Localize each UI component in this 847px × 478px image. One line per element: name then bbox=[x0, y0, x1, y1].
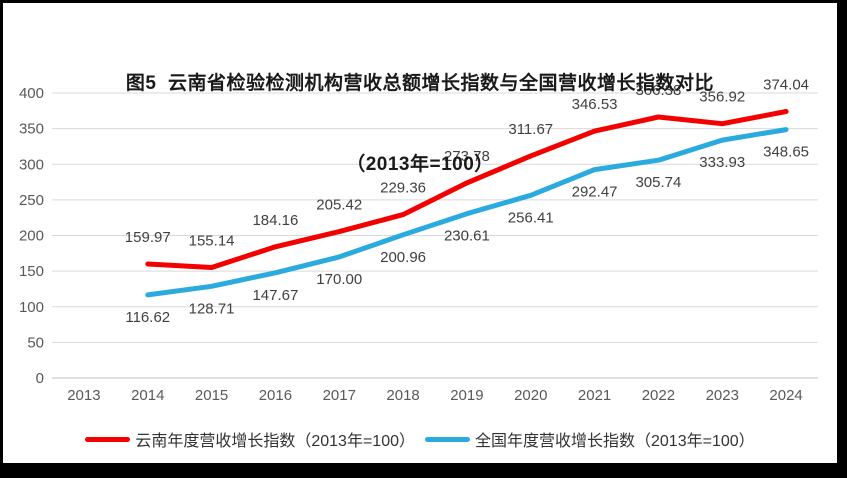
data-label-series-1: 116.62 bbox=[125, 309, 170, 326]
data-label-series-0: 346.53 bbox=[572, 96, 618, 113]
y-tick-label: 300 bbox=[19, 156, 44, 173]
plot-area: 0 50 100 150 200 250 300 350 400 2013 2014 2015 2016… bbox=[19, 76, 818, 404]
series-line-0 bbox=[145, 109, 789, 270]
chart-canvas: 图5 云南省检验检测机构营收总额增长指数与全国营收增长指数对比 （2013年=1… bbox=[3, 3, 837, 463]
series-line-1 bbox=[145, 127, 789, 298]
y-tick-label: 150 bbox=[19, 263, 44, 280]
data-label-series-1: 200.96 bbox=[380, 249, 426, 266]
x-tick-label: 2021 bbox=[578, 387, 611, 404]
data-label-series-0: 155.14 bbox=[189, 232, 235, 249]
national-series-label: 全国年度营收增长指数（2013年=100） bbox=[475, 433, 755, 450]
legend-item-national[interactable]: 全国年度营收增长指数（2013年=100） bbox=[425, 427, 755, 451]
data-label-series-0: 229.36 bbox=[380, 180, 426, 197]
x-tick-label: 2014 bbox=[131, 387, 164, 404]
chart-title-line1: 图5 云南省检验检测机构营收总额增长指数与全国营收增长指数对比 bbox=[125, 73, 715, 94]
data-label-series-0: 356.92 bbox=[699, 89, 745, 106]
x-tick-label: 2024 bbox=[769, 387, 802, 404]
data-label-series-1: 256.41 bbox=[508, 209, 554, 226]
data-label-series-1: 170.00 bbox=[316, 271, 362, 288]
y-tick-label: 50 bbox=[27, 334, 44, 351]
national-series-swatch-icon bbox=[425, 436, 470, 442]
x-tick-label: 2013 bbox=[67, 387, 100, 404]
data-label-series-0: 184.16 bbox=[252, 212, 298, 229]
data-label-series-0: 205.42 bbox=[316, 197, 362, 214]
data-label-series-1: 128.71 bbox=[189, 300, 235, 317]
legend: 云南年度营收增长指数（2013年=100） 全国年度营收增长指数（2013年=1… bbox=[3, 427, 837, 451]
data-label-series-1: 348.65 bbox=[763, 144, 809, 161]
yunnan-series-swatch-icon bbox=[85, 436, 131, 442]
x-tick-label: 2018 bbox=[386, 387, 419, 404]
data-label-series-0: 311.67 bbox=[508, 121, 553, 138]
chart-title: 图5 云南省检验检测机构营收总额增长指数与全国营收增长指数对比 （2013年=1… bbox=[3, 16, 837, 232]
x-tick-label: 2017 bbox=[323, 387, 356, 404]
yunnan-series-label: 云南年度营收增长指数（2013年=100） bbox=[135, 433, 415, 450]
data-label-series-1: 230.61 bbox=[444, 228, 490, 245]
legend-item-yunnan[interactable]: 云南年度营收增长指数（2013年=100） bbox=[85, 427, 415, 451]
y-tick-label: 100 bbox=[19, 299, 44, 316]
x-tick-label: 2020 bbox=[514, 387, 547, 404]
chart-title-line2: （2013年=100） bbox=[346, 154, 494, 175]
data-label-series-0: 159.97 bbox=[125, 229, 171, 246]
x-tick-label: 2016 bbox=[259, 387, 292, 404]
data-label-series-0: 366.38 bbox=[635, 82, 681, 99]
data-label-series-1: 292.47 bbox=[572, 184, 618, 201]
data-label-series-1: 305.74 bbox=[635, 174, 681, 191]
x-tick-label: 2022 bbox=[642, 387, 675, 404]
data-label-series-0: 273.78 bbox=[444, 148, 490, 165]
y-tick-label: 400 bbox=[19, 85, 44, 102]
y-tick-label: 0 bbox=[36, 370, 44, 387]
y-tick-label: 250 bbox=[19, 192, 44, 209]
x-tick-label: 2023 bbox=[706, 387, 739, 404]
x-tick-label: 2019 bbox=[450, 387, 483, 404]
y-tick-label: 200 bbox=[19, 228, 44, 245]
data-label-series-1: 333.93 bbox=[699, 154, 745, 171]
x-tick-label: 2015 bbox=[195, 387, 228, 404]
data-label-series-0: 374.04 bbox=[763, 76, 809, 93]
data-label-series-1: 147.67 bbox=[252, 287, 298, 304]
y-tick-label: 350 bbox=[19, 121, 44, 138]
